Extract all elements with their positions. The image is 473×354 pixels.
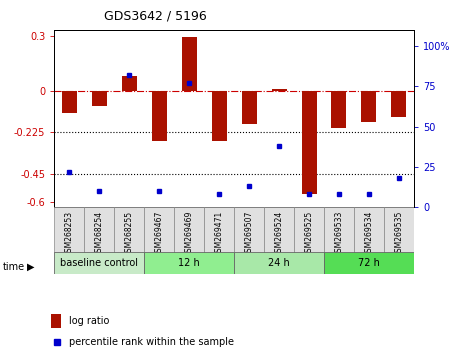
Text: GDS3642 / 5196: GDS3642 / 5196 — [104, 10, 207, 22]
Text: time: time — [2, 262, 25, 272]
FancyBboxPatch shape — [354, 207, 384, 253]
FancyBboxPatch shape — [324, 207, 354, 253]
FancyBboxPatch shape — [54, 252, 144, 274]
Bar — [211, 91, 227, 141]
Text: GSM269533: GSM269533 — [334, 211, 343, 257]
FancyBboxPatch shape — [84, 207, 114, 253]
Bar — [242, 91, 256, 124]
Bar — [332, 91, 346, 128]
FancyBboxPatch shape — [264, 207, 294, 253]
Text: 72 h: 72 h — [358, 258, 380, 268]
Text: baseline control: baseline control — [61, 258, 138, 268]
FancyBboxPatch shape — [294, 207, 324, 253]
Text: GSM269469: GSM269469 — [184, 211, 194, 257]
Text: ▶: ▶ — [27, 262, 35, 272]
Bar — [361, 91, 377, 122]
Text: GSM269467: GSM269467 — [155, 211, 164, 257]
Bar — [152, 91, 166, 141]
FancyBboxPatch shape — [54, 207, 84, 253]
FancyBboxPatch shape — [174, 207, 204, 253]
Text: GSM269525: GSM269525 — [305, 211, 314, 257]
FancyBboxPatch shape — [234, 207, 264, 253]
Bar — [62, 91, 77, 113]
Bar — [92, 91, 107, 106]
Bar — [391, 91, 406, 117]
Text: 24 h: 24 h — [268, 258, 290, 268]
FancyBboxPatch shape — [324, 252, 414, 274]
Text: GSM268253: GSM268253 — [65, 211, 74, 257]
Text: GSM268255: GSM268255 — [125, 211, 134, 257]
Bar — [302, 91, 316, 194]
FancyBboxPatch shape — [204, 207, 234, 253]
Bar — [182, 38, 197, 91]
Text: percentile rank within the sample: percentile rank within the sample — [70, 337, 235, 347]
Bar — [51, 314, 61, 328]
FancyBboxPatch shape — [144, 207, 174, 253]
Text: GSM269535: GSM269535 — [394, 211, 403, 257]
FancyBboxPatch shape — [114, 207, 144, 253]
Text: GSM268254: GSM268254 — [95, 211, 104, 257]
Bar — [272, 89, 287, 91]
FancyBboxPatch shape — [144, 252, 234, 274]
Bar — [122, 76, 137, 91]
Text: GSM269534: GSM269534 — [364, 211, 374, 257]
FancyBboxPatch shape — [234, 252, 324, 274]
Text: GSM269471: GSM269471 — [215, 211, 224, 257]
Text: GSM269507: GSM269507 — [245, 211, 254, 257]
FancyBboxPatch shape — [384, 207, 414, 253]
Text: 12 h: 12 h — [178, 258, 200, 268]
Text: GSM269524: GSM269524 — [274, 211, 284, 257]
Text: log ratio: log ratio — [70, 316, 110, 326]
